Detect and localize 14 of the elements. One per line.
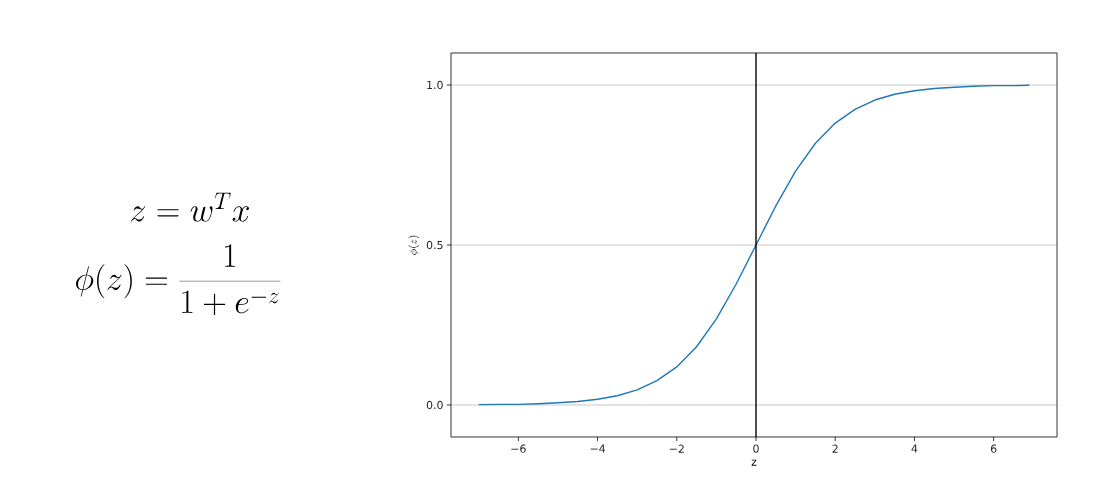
- x-tick-label: 6: [990, 444, 997, 453]
- x-tick-label: 4: [911, 444, 918, 453]
- y-tick-label: 0.5: [426, 240, 443, 250]
- text: $\phi(z) = \frac{1}{1 + e^{-z}}$: [75, 244, 281, 316]
- x-tick-label: −4: [590, 444, 606, 453]
- x-tick-label: −2: [669, 444, 684, 453]
- x-tick-label: 0: [753, 444, 759, 453]
- x-tick-label: 2: [832, 444, 838, 453]
- y-tick-label: 1.0: [427, 80, 443, 90]
- y-axis-title: $\phi(z)$: [408, 235, 420, 255]
- x-tick-label: −6: [511, 444, 526, 453]
- text: $z = w^{T} x$: [131, 192, 250, 222]
- x-axis-title: z: [751, 459, 757, 466]
- y-tick-label: 0.0: [426, 400, 443, 410]
